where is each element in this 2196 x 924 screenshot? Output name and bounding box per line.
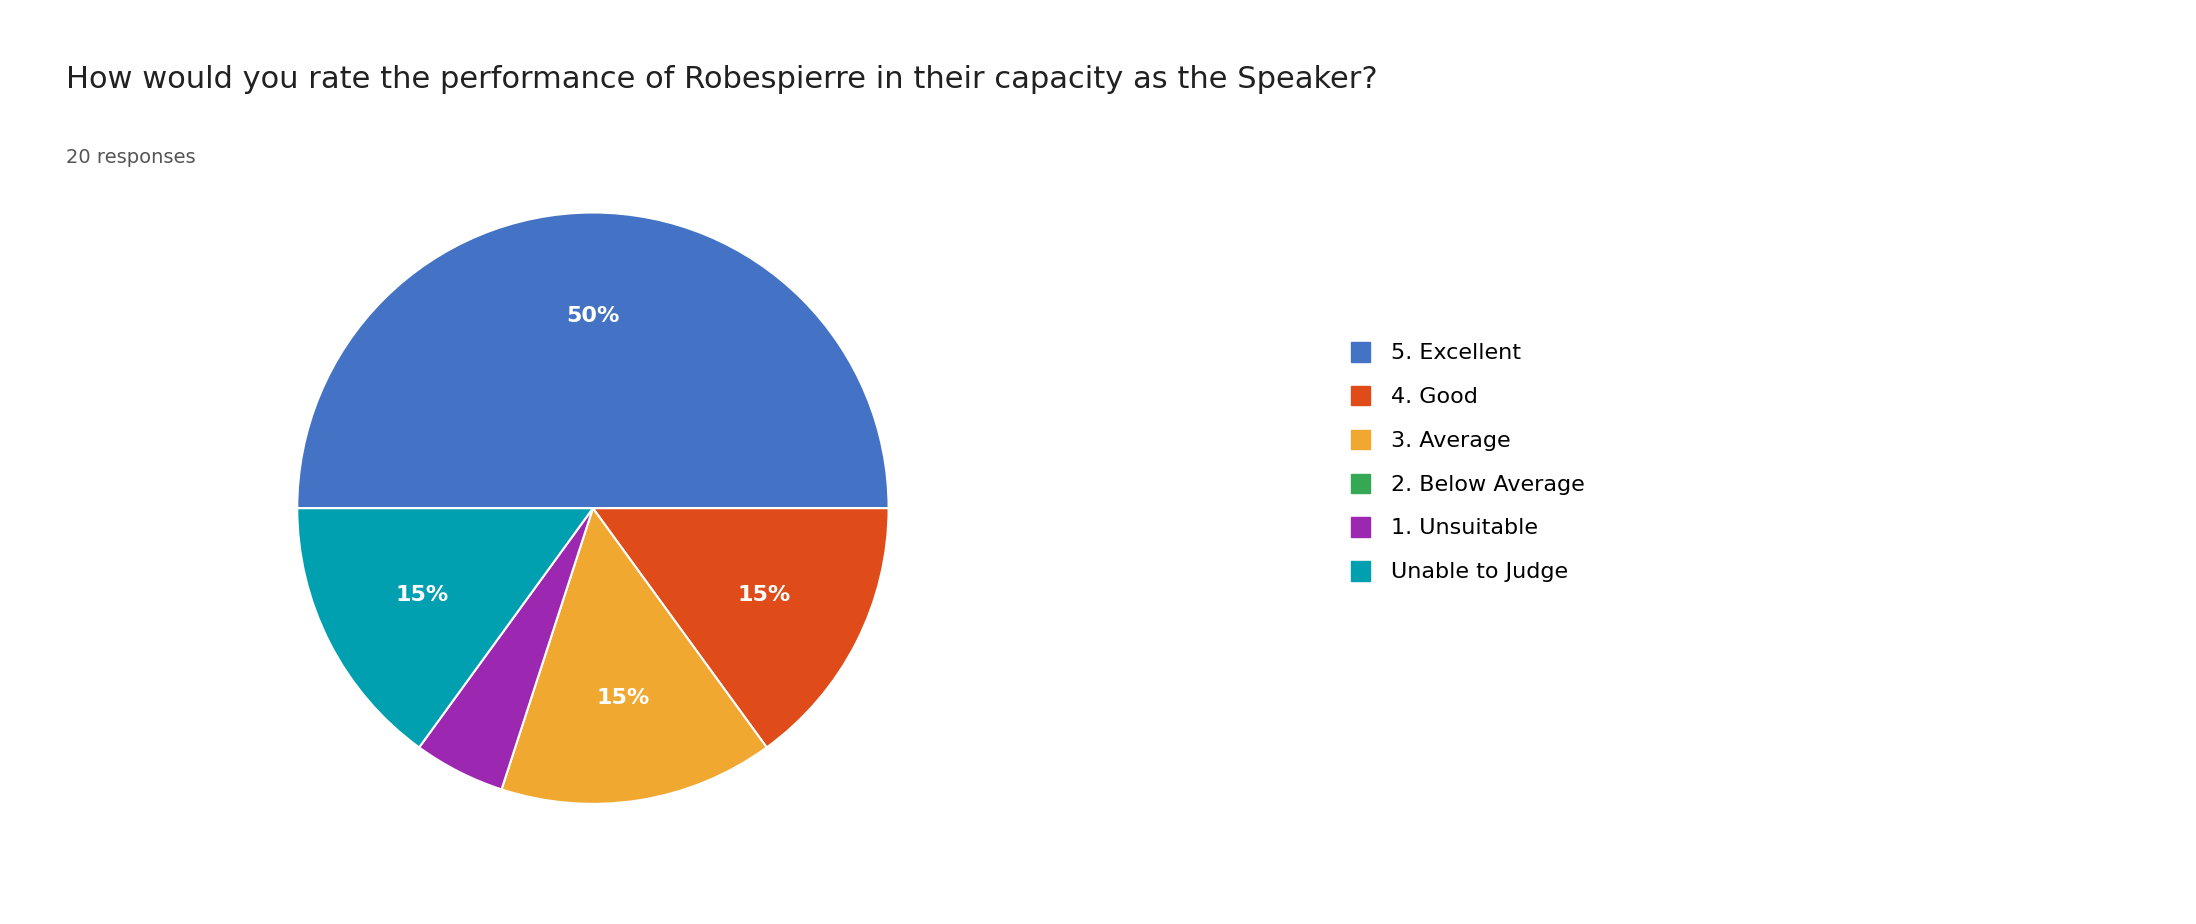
Text: 50%: 50%	[567, 306, 619, 326]
Wedge shape	[501, 508, 766, 804]
Wedge shape	[419, 508, 593, 789]
Text: 15%: 15%	[597, 688, 650, 708]
Wedge shape	[593, 508, 889, 748]
Wedge shape	[296, 213, 889, 508]
Text: 15%: 15%	[395, 586, 448, 605]
Wedge shape	[296, 508, 593, 748]
Text: How would you rate the performance of Robespierre in their capacity as the Speak: How would you rate the performance of Ro…	[66, 65, 1377, 93]
Legend: 5. Excellent, 4. Good, 3. Average, 2. Below Average, 1. Unsuitable, Unable to Ju: 5. Excellent, 4. Good, 3. Average, 2. Be…	[1329, 320, 1607, 604]
Text: 20 responses: 20 responses	[66, 148, 195, 167]
Text: 15%: 15%	[738, 586, 791, 605]
